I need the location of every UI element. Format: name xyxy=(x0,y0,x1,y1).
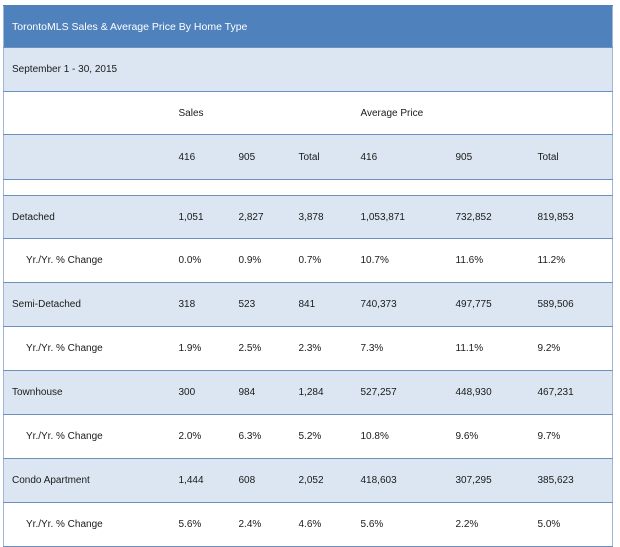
empty-cell xyxy=(3,134,171,180)
table-cell: 11.2% xyxy=(529,238,613,283)
table-cell: 5.0% xyxy=(529,502,613,547)
table-cell: 1,053,871 xyxy=(352,195,448,239)
column-header: 905 xyxy=(447,134,530,180)
table-cell: 11.1% xyxy=(447,326,530,371)
sales-price-table: TorontoMLS Sales & Average Price By Home… xyxy=(3,5,614,547)
table-row: Yr./Yr. % Change 1.9% 2.5% 2.3% 7.3% 11.… xyxy=(3,326,613,371)
row-label: Condo Apartment xyxy=(3,458,171,503)
table-cell: 523 xyxy=(230,282,291,327)
average-price-group-header: Average Price xyxy=(352,91,613,135)
table-cell: 841 xyxy=(290,282,353,327)
column-header-row: 416 905 Total 416 905 Total xyxy=(3,134,613,180)
table-cell: 418,603 xyxy=(352,458,448,503)
table-row: Detached 1,051 2,827 3,878 1,053,871 732… xyxy=(3,195,613,239)
table-cell: 9.7% xyxy=(529,414,613,459)
table-title: TorontoMLS Sales & Average Price By Home… xyxy=(3,5,613,48)
table-cell: 2,827 xyxy=(230,195,291,239)
sales-group-header: Sales xyxy=(170,91,353,135)
table-cell: 11.6% xyxy=(447,238,530,283)
table-cell: 589,506 xyxy=(529,282,613,327)
table-title-row: TorontoMLS Sales & Average Price By Home… xyxy=(3,5,613,48)
table-row: Yr./Yr. % Change 0.0% 0.9% 0.7% 10.7% 11… xyxy=(3,238,613,283)
column-header: Total xyxy=(529,134,613,180)
table-cell: 2,052 xyxy=(290,458,353,503)
table-cell: 5.2% xyxy=(290,414,353,459)
table-cell: 2.3% xyxy=(290,326,353,371)
column-header: 905 xyxy=(230,134,291,180)
table-cell: 2.5% xyxy=(230,326,291,371)
table-cell: 4.6% xyxy=(290,502,353,547)
row-label: Semi-Detached xyxy=(3,282,171,327)
table-cell: 984 xyxy=(230,370,291,415)
row-label: Yr./Yr. % Change xyxy=(3,326,171,371)
period-row: September 1 - 30, 2015 xyxy=(3,47,613,92)
table-cell: 0.9% xyxy=(230,238,291,283)
table-cell: 6.3% xyxy=(230,414,291,459)
spacer-row xyxy=(3,179,613,196)
row-label: Yr./Yr. % Change xyxy=(3,414,171,459)
table-cell: 608 xyxy=(230,458,291,503)
period-label: September 1 - 30, 2015 xyxy=(3,47,613,92)
table-cell: 740,373 xyxy=(352,282,448,327)
table-cell: 5.6% xyxy=(352,502,448,547)
column-header: 416 xyxy=(170,134,231,180)
row-label: Yr./Yr. % Change xyxy=(3,502,171,547)
row-label: Yr./Yr. % Change xyxy=(3,238,171,283)
table-cell: 2.0% xyxy=(170,414,231,459)
table-cell: 2.4% xyxy=(230,502,291,547)
table-cell: 9.6% xyxy=(447,414,530,459)
table-cell: 819,853 xyxy=(529,195,613,239)
table-row: Condo Apartment 1,444 608 2,052 418,603 … xyxy=(3,458,613,503)
table-cell: 0.0% xyxy=(170,238,231,283)
table-cell: 1,444 xyxy=(170,458,231,503)
table-cell: 1.9% xyxy=(170,326,231,371)
table-cell: 7.3% xyxy=(352,326,448,371)
group-header-row: Sales Average Price xyxy=(3,91,613,135)
table-cell: 3,878 xyxy=(290,195,353,239)
table-cell: 5.6% xyxy=(170,502,231,547)
row-label: Townhouse xyxy=(3,370,171,415)
table-cell: 300 xyxy=(170,370,231,415)
empty-cell xyxy=(3,91,171,135)
table-cell: 497,775 xyxy=(447,282,530,327)
table-cell: 732,852 xyxy=(447,195,530,239)
table-cell: 0.7% xyxy=(290,238,353,283)
table-row: Yr./Yr. % Change 2.0% 6.3% 5.2% 10.8% 9.… xyxy=(3,414,613,459)
table-cell: 1,051 xyxy=(170,195,231,239)
table-cell: 318 xyxy=(170,282,231,327)
table-row: Yr./Yr. % Change 5.6% 2.4% 4.6% 5.6% 2.2… xyxy=(3,502,613,547)
table-cell: 467,231 xyxy=(529,370,613,415)
table-cell: 527,257 xyxy=(352,370,448,415)
table-cell: 9.2% xyxy=(529,326,613,371)
sales-table-container: TorontoMLS Sales & Average Price By Home… xyxy=(3,5,614,547)
table-row: Semi-Detached 318 523 841 740,373 497,77… xyxy=(3,282,613,327)
table-cell: 448,930 xyxy=(447,370,530,415)
table-cell: 307,295 xyxy=(447,458,530,503)
spacer-cell xyxy=(3,179,613,196)
table-cell: 10.7% xyxy=(352,238,448,283)
column-header: 416 xyxy=(352,134,448,180)
column-header: Total xyxy=(290,134,353,180)
table-cell: 10.8% xyxy=(352,414,448,459)
table-cell: 2.2% xyxy=(447,502,530,547)
table-cell: 1,284 xyxy=(290,370,353,415)
table-cell: 385,623 xyxy=(529,458,613,503)
row-label: Detached xyxy=(3,195,171,239)
table-row: Townhouse 300 984 1,284 527,257 448,930 … xyxy=(3,370,613,415)
